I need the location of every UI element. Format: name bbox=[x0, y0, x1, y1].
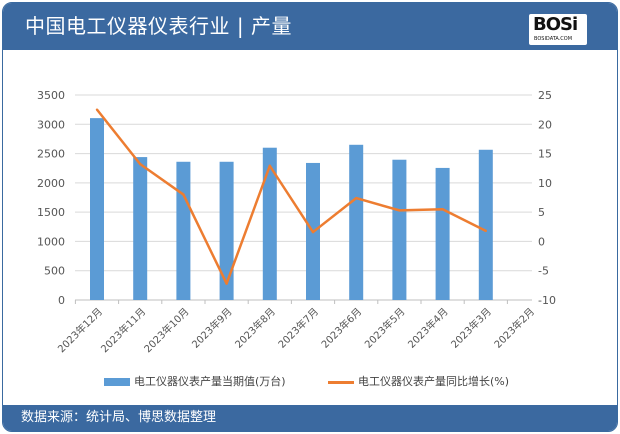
y-right-tick-label: 25 bbox=[538, 89, 552, 102]
x-tick-label: 2023年2月 bbox=[491, 305, 537, 351]
bar bbox=[176, 161, 191, 300]
y-left-tick-label: 1500 bbox=[37, 206, 65, 219]
y-right-tick-label: 10 bbox=[538, 177, 552, 190]
growth-point bbox=[182, 193, 185, 196]
y-right-tick-label: 5 bbox=[538, 206, 545, 219]
legend-swatch-line bbox=[328, 380, 354, 384]
x-tick-label: 2023年9月 bbox=[189, 305, 235, 351]
y-left-tick-label: 3500 bbox=[37, 89, 65, 102]
growth-point bbox=[355, 196, 358, 200]
legend-label-bar: 电工仪器仪表产量当期值(万台) bbox=[134, 375, 286, 388]
growth-point bbox=[484, 229, 487, 233]
growth-point bbox=[311, 230, 315, 234]
header-bar: 中国电工仪器仪表行业 | 产量 BOSi BOSIDATA.COM bbox=[3, 3, 617, 50]
x-tick-label: 2023年7月 bbox=[275, 305, 321, 351]
logo-mark: BOSi bbox=[533, 14, 578, 35]
y-left-tick-label: 0 bbox=[58, 294, 65, 307]
bar bbox=[262, 147, 277, 300]
x-tick-label: 2023年8月 bbox=[232, 305, 278, 351]
page-title: 中国电工仪器仪表行业 | 产量 bbox=[25, 14, 292, 38]
growth-point bbox=[398, 209, 401, 212]
y-left-tick-label: 2500 bbox=[37, 148, 65, 161]
x-tick-label: 2023年3月 bbox=[448, 305, 494, 351]
bar bbox=[478, 149, 493, 300]
y-right-tick-label: 0 bbox=[538, 235, 545, 248]
growth-point bbox=[441, 208, 444, 211]
x-tick-label: 2023年6月 bbox=[318, 305, 364, 351]
bar bbox=[133, 157, 148, 300]
bar bbox=[90, 118, 104, 300]
growth-point bbox=[268, 164, 271, 168]
growth-line bbox=[96, 108, 487, 285]
x-tick-label: 2023年12月 bbox=[55, 305, 105, 355]
legend-item-bar: 电工仪器仪表产量当期值(万台) bbox=[104, 375, 286, 389]
growth-point bbox=[139, 162, 142, 166]
x-tick-label: 2023年5月 bbox=[362, 305, 408, 351]
bar bbox=[392, 159, 407, 300]
y-right-tick-label: -5 bbox=[538, 265, 549, 278]
y-left-tick-label: 2000 bbox=[37, 177, 65, 190]
data-source: 数据来源：统计局、博思数据整理 bbox=[21, 410, 217, 425]
bar bbox=[219, 161, 234, 300]
legend-label-line: 电工仪器仪表产量同比增长(%) bbox=[358, 375, 510, 388]
bar bbox=[435, 167, 450, 300]
x-tick-label: 2023年10月 bbox=[141, 305, 191, 355]
growth-point bbox=[225, 282, 228, 285]
x-tick-label: 2023年4月 bbox=[405, 305, 451, 351]
y-right-tick-label: -10 bbox=[538, 294, 556, 307]
bar bbox=[349, 144, 364, 300]
legend-swatch-bar bbox=[104, 378, 130, 386]
y-right-tick-label: 15 bbox=[538, 148, 552, 161]
y-left-tick-label: 500 bbox=[44, 265, 65, 278]
logo-domain: BOSIDATA.COM bbox=[534, 36, 573, 42]
x-tick-label: 2023年11月 bbox=[98, 305, 148, 355]
y-left-tick-label: 3000 bbox=[37, 118, 65, 131]
footer-bar: 数据来源：统计局、博思数据整理 bbox=[3, 405, 617, 431]
legend-item-line: 电工仪器仪表产量同比增长(%) bbox=[328, 375, 509, 389]
bosi-logo: BOSi BOSIDATA.COM bbox=[529, 14, 587, 45]
y-left-tick-label: 1000 bbox=[37, 235, 65, 248]
growth-point bbox=[95, 108, 99, 111]
y-right-tick-label: 20 bbox=[538, 118, 552, 131]
